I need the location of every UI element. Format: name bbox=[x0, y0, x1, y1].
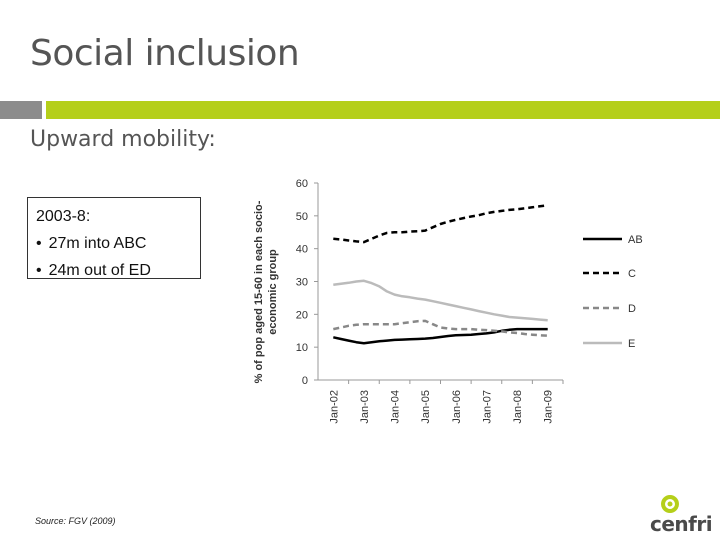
x-tick-label: Jan-03 bbox=[359, 390, 371, 424]
x-tick-label: Jan-02 bbox=[328, 390, 340, 424]
y-axis-label: % of pop aged 15-60 in each socio- econo… bbox=[253, 200, 279, 383]
x-tick-label: Jan-07 bbox=[481, 390, 493, 424]
slide-subtitle: Upward mobility: bbox=[30, 127, 216, 152]
series-line-d bbox=[333, 319, 548, 337]
x-tick-label: Jan-06 bbox=[451, 390, 463, 424]
slide-title: Social inclusion bbox=[30, 33, 300, 74]
series-line-ab bbox=[333, 327, 548, 345]
legend-label-d: D bbox=[628, 303, 636, 315]
y-tick-label: 50 bbox=[296, 211, 308, 223]
summary-item-ed: 24m out of ED bbox=[36, 257, 192, 284]
legend-label-ab: AB bbox=[628, 234, 643, 246]
x-tick-label: Jan-09 bbox=[543, 390, 555, 424]
decorative-gray-bar bbox=[0, 101, 42, 119]
summary-box: 2003-8: 27m into ABC 24m out of ED bbox=[27, 197, 201, 279]
series-line-c bbox=[333, 204, 548, 244]
y-tick-label: 40 bbox=[296, 244, 308, 256]
decorative-green-bar bbox=[46, 101, 720, 119]
x-tick-label: Jan-04 bbox=[390, 390, 402, 424]
y-axis-label-line-1: % of pop aged 15-60 in each socio- bbox=[253, 200, 265, 383]
summary-item-abc: 27m into ABC bbox=[36, 230, 192, 257]
y-tick-label: 10 bbox=[296, 342, 308, 354]
cenfri-logo: cenfri bbox=[650, 494, 720, 540]
y-tick-label: 60 bbox=[296, 178, 308, 190]
legend: AB C D E bbox=[583, 234, 643, 350]
y-tick-label: 0 bbox=[302, 375, 308, 387]
legend-label-c: C bbox=[628, 268, 636, 280]
x-tick-label: Jan-05 bbox=[420, 390, 432, 424]
source-note: Source: FGV (2009) bbox=[35, 516, 116, 526]
logo-text: cenfri bbox=[650, 512, 713, 536]
y-axis-label-line-2: economic group bbox=[267, 249, 279, 335]
summary-item-text: 24m out of ED bbox=[48, 262, 151, 279]
logo-mark-icon bbox=[661, 495, 679, 513]
summary-heading: 2003-8: bbox=[36, 208, 91, 225]
y-tick-label: 20 bbox=[296, 309, 308, 321]
series-line-e bbox=[333, 279, 548, 322]
summary-item-text: 27m into ABC bbox=[48, 235, 147, 252]
legend-label-e: E bbox=[628, 338, 635, 350]
summary-list: 27m into ABC 24m out of ED bbox=[36, 230, 192, 284]
series-group bbox=[333, 204, 548, 345]
axes: 0 10 20 30 40 50 60 Jan-02 Jan-03 Jan-04 Jan-05 Jan… bbox=[296, 178, 564, 424]
x-tick-label: Jan-08 bbox=[512, 390, 524, 424]
y-tick-label: 30 bbox=[296, 277, 308, 289]
